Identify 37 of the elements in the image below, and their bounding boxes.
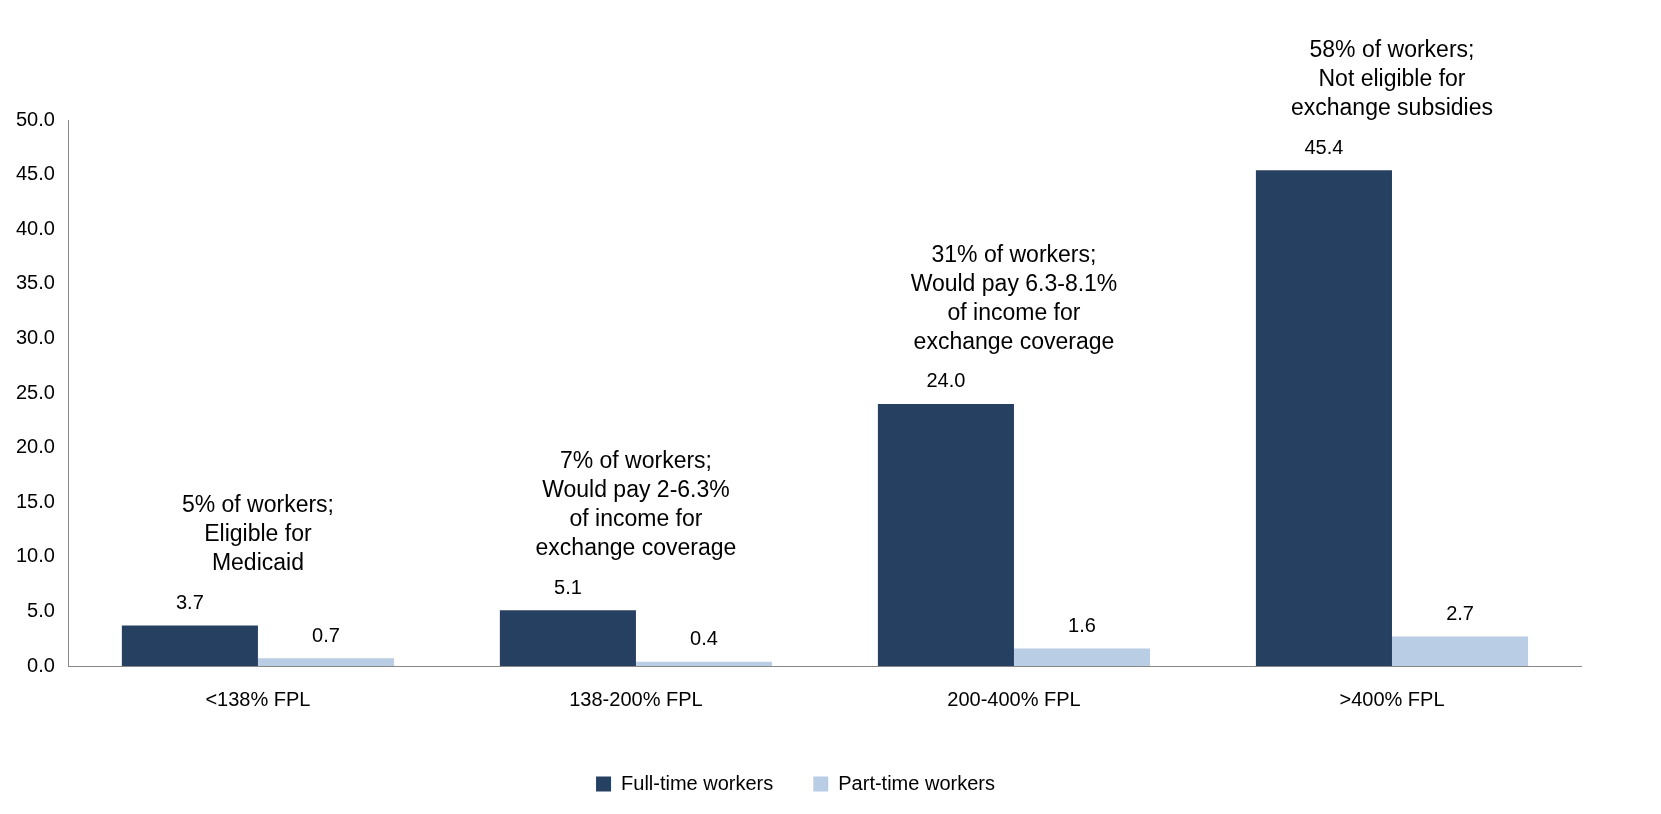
annotation: 5% of workers; Eligible for Medicaid xyxy=(181,491,334,576)
y-tick-label: 5.0 xyxy=(27,598,55,621)
x-tick-label: 138-200% FPL xyxy=(569,687,703,710)
bar xyxy=(257,658,395,666)
x-tick-label: <138% FPL xyxy=(205,687,311,710)
text: 3.7 xyxy=(175,591,204,614)
bar xyxy=(635,661,773,666)
y-tick-label: 35.0 xyxy=(15,271,55,294)
annotation: 31% of workers; Would pay 6.3-8.1% of income for exchange coverage xyxy=(910,240,1118,354)
text: 5.1 xyxy=(554,575,582,598)
bar xyxy=(877,403,1014,666)
bar xyxy=(1013,648,1151,666)
x-tick-label: 200-400% FPL xyxy=(947,687,1081,710)
legend-label: Part-time workers xyxy=(838,771,995,794)
y-tick-label: 15.0 xyxy=(15,489,55,512)
text: 1.6 xyxy=(1068,614,1096,637)
bar xyxy=(1391,636,1529,666)
y-tick-label: 25.0 xyxy=(15,380,55,403)
bar xyxy=(1255,170,1392,666)
annotation: 58% of workers; Not eligible for exchange subsidies xyxy=(1290,36,1494,121)
text: 24.0 xyxy=(926,369,966,392)
x-tick-label: >400% FPL xyxy=(1339,687,1445,710)
y-tick-label: 40.0 xyxy=(15,216,55,239)
text: 0.4 xyxy=(690,627,718,650)
annotation: 7% of workers; Would pay 2-6.3% of income for exchange coverage xyxy=(535,447,737,561)
y-tick-label: 10.0 xyxy=(15,544,55,567)
text: 45.4 xyxy=(1304,135,1344,158)
legend-label: Full-time workers xyxy=(621,771,774,794)
y-tick-label: 45.0 xyxy=(15,162,55,185)
y-tick-label: 50.0 xyxy=(15,107,55,130)
bar xyxy=(121,625,258,666)
text: 0.7 xyxy=(312,623,340,646)
bar xyxy=(499,610,636,666)
text: 2.7 xyxy=(1446,602,1474,625)
y-tick-label: 20.0 xyxy=(15,435,55,458)
y-tick-label: 30.0 xyxy=(15,325,55,348)
y-tick-label: 0.0 xyxy=(27,653,55,676)
